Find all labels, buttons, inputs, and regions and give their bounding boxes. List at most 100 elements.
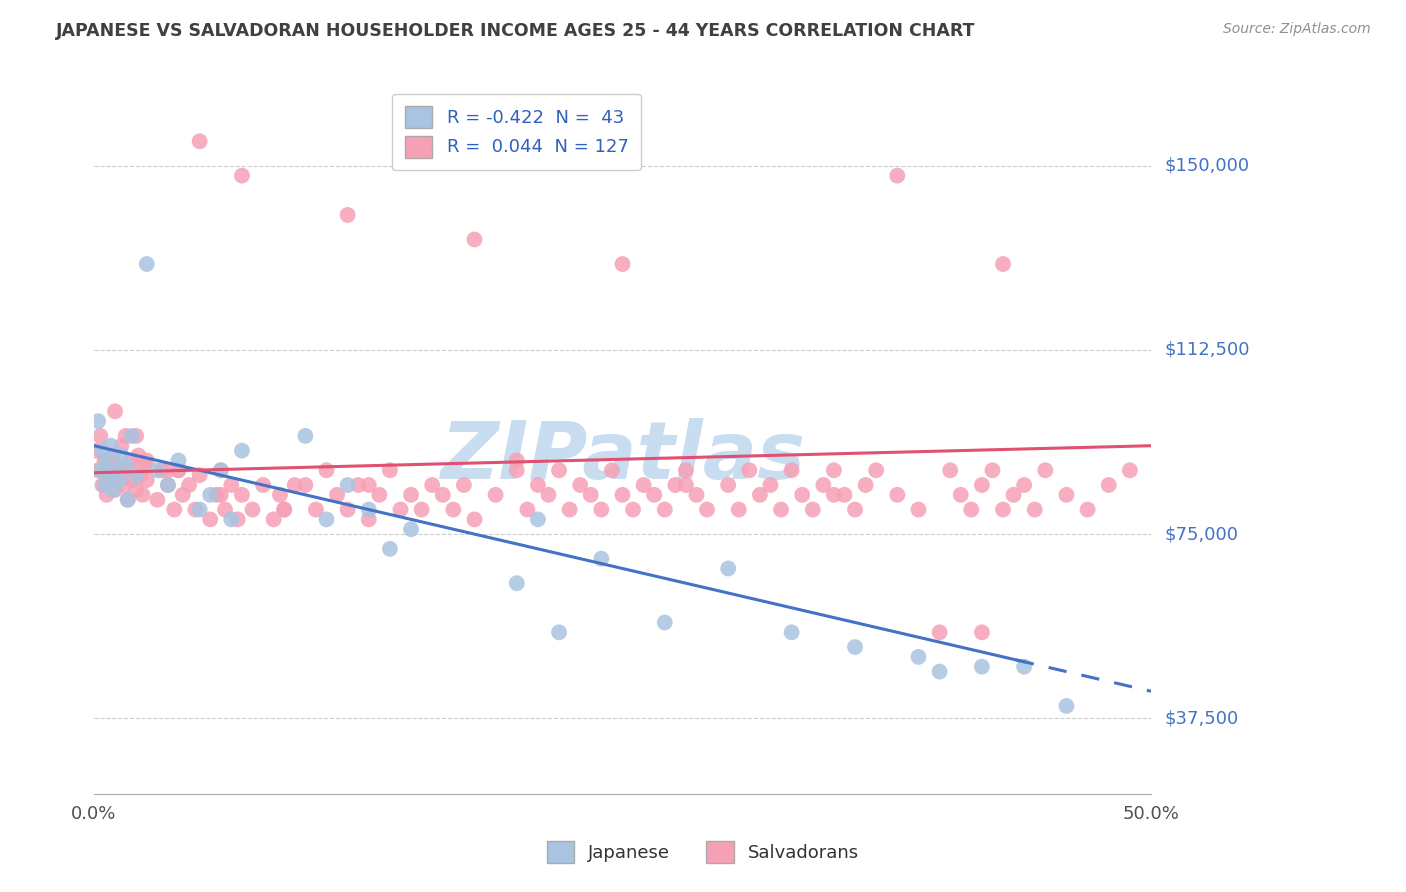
Point <box>907 649 929 664</box>
Point <box>357 512 380 526</box>
Point <box>209 488 232 502</box>
Point <box>117 492 139 507</box>
Point <box>114 429 136 443</box>
Point <box>717 478 740 492</box>
Point <box>780 625 803 640</box>
Point <box>117 492 139 507</box>
Point <box>125 429 148 443</box>
Point <box>970 625 993 640</box>
Point <box>156 478 179 492</box>
Point <box>1054 698 1077 713</box>
Point <box>96 488 118 502</box>
Text: JAPANESE VS SALVADORAN HOUSEHOLDER INCOME AGES 25 - 44 YEARS CORRELATION CHART: JAPANESE VS SALVADORAN HOUSEHOLDER INCOM… <box>56 22 976 40</box>
Point <box>675 478 697 492</box>
Point <box>569 478 592 492</box>
Point <box>105 458 128 473</box>
Point <box>991 502 1014 516</box>
Point <box>326 488 349 502</box>
Point <box>928 665 950 679</box>
Point <box>172 488 194 502</box>
Point <box>87 463 110 477</box>
Point <box>643 488 665 502</box>
Point <box>221 478 243 492</box>
Point <box>93 478 115 492</box>
Point <box>100 473 122 487</box>
Point <box>336 502 359 516</box>
Point <box>101 449 124 463</box>
Point <box>548 463 571 477</box>
Point <box>114 458 136 473</box>
Point <box>89 463 111 477</box>
Point <box>685 488 707 502</box>
Point <box>135 257 157 271</box>
Point <box>886 169 908 183</box>
Point <box>1119 463 1142 477</box>
Text: $150,000: $150,000 <box>1166 157 1250 175</box>
Point <box>537 488 560 502</box>
Point <box>91 478 114 492</box>
Point <box>844 502 866 516</box>
Point <box>928 625 950 640</box>
Point <box>221 512 243 526</box>
Text: $75,000: $75,000 <box>1166 525 1239 543</box>
Point <box>188 502 211 516</box>
Point <box>463 512 485 526</box>
Point <box>104 463 127 477</box>
Point <box>399 522 422 536</box>
Text: $37,500: $37,500 <box>1166 709 1239 727</box>
Point <box>357 502 380 516</box>
Point <box>727 502 749 516</box>
Point <box>177 478 200 492</box>
Point <box>231 443 253 458</box>
Point <box>135 453 157 467</box>
Point <box>118 453 141 467</box>
Point <box>748 488 770 502</box>
Point <box>1012 659 1035 673</box>
Point <box>122 463 145 477</box>
Point <box>167 463 190 477</box>
Point <box>981 463 1004 477</box>
Text: ZIPatlas: ZIPatlas <box>440 418 806 497</box>
Point <box>184 502 207 516</box>
Point <box>131 488 153 502</box>
Point <box>865 463 887 477</box>
Point <box>231 488 253 502</box>
Point <box>939 463 962 477</box>
Legend: R = -0.422  N =  43, R =  0.044  N = 127: R = -0.422 N = 43, R = 0.044 N = 127 <box>392 94 641 170</box>
Point <box>273 502 295 516</box>
Point <box>949 488 972 502</box>
Point <box>315 463 337 477</box>
Point <box>907 502 929 516</box>
Point <box>188 134 211 148</box>
Point <box>284 478 307 492</box>
Point <box>93 453 115 467</box>
Point <box>823 488 845 502</box>
Point <box>516 502 538 516</box>
Point <box>205 488 228 502</box>
Point <box>527 478 550 492</box>
Point <box>780 463 803 477</box>
Point <box>675 463 697 477</box>
Point <box>485 488 508 502</box>
Point <box>591 551 613 566</box>
Point <box>89 429 111 443</box>
Point <box>420 478 443 492</box>
Point <box>389 502 412 516</box>
Point <box>108 473 131 487</box>
Point <box>886 488 908 502</box>
Point <box>378 463 401 477</box>
Point <box>294 478 316 492</box>
Point <box>1077 502 1099 516</box>
Point <box>717 561 740 575</box>
Point <box>960 502 983 516</box>
Point <box>84 443 107 458</box>
Point <box>664 478 686 492</box>
Point <box>108 468 131 483</box>
Point <box>100 439 122 453</box>
Point <box>612 257 634 271</box>
Point <box>654 615 676 630</box>
Point <box>242 502 264 516</box>
Point <box>336 208 359 222</box>
Point <box>844 640 866 654</box>
Point <box>738 463 761 477</box>
